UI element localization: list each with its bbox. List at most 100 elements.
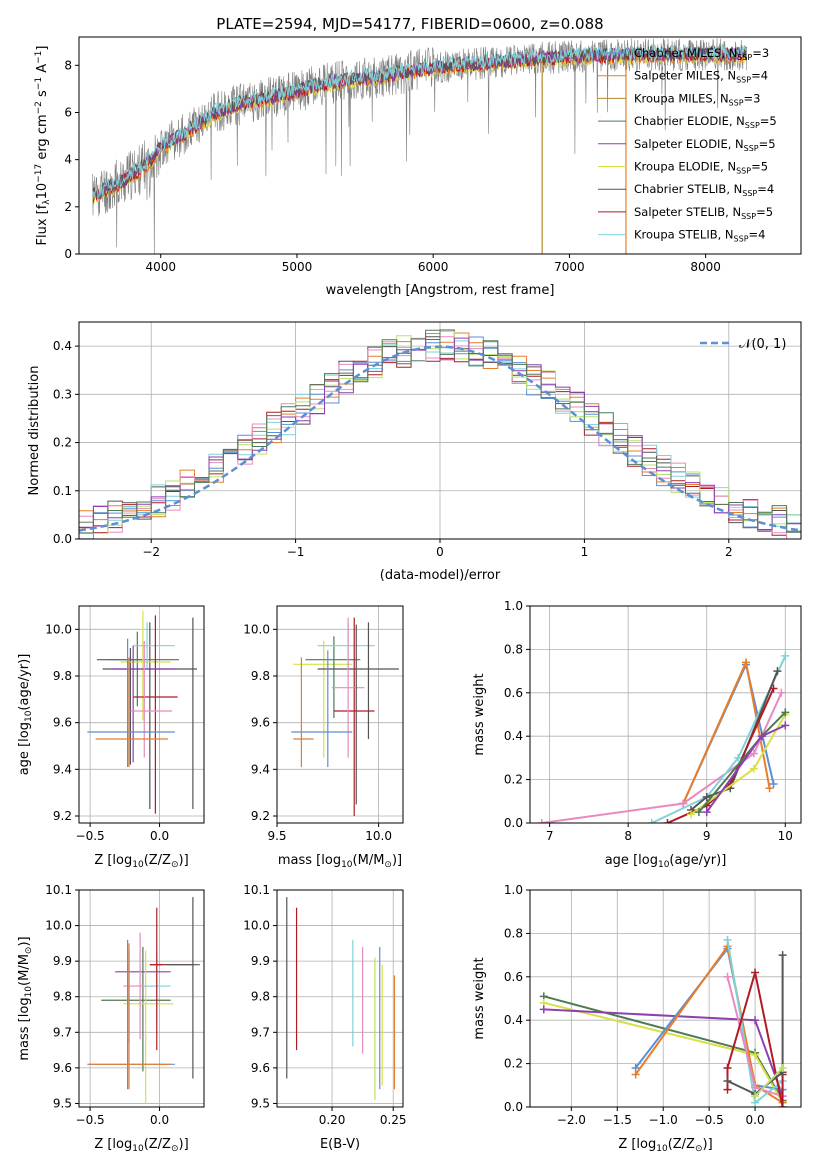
legend: 𝒩(0, 1) xyxy=(700,337,786,352)
plot-area xyxy=(530,606,801,823)
label-part: =4 xyxy=(751,69,768,83)
label-part: mass [log xyxy=(17,997,32,1060)
label-part: =5 xyxy=(756,205,773,219)
y-tick-label: 10.0 xyxy=(243,919,270,933)
x-tick-label: −0.5 xyxy=(76,829,105,843)
y-tick-label: 9.6 xyxy=(53,1061,72,1075)
series-marker xyxy=(723,1063,732,1072)
data-point xyxy=(293,657,314,767)
axes-frame xyxy=(529,889,802,1108)
x-axis-label: Z [log10(Z/Z⊙)] xyxy=(618,1137,712,1154)
series-marker xyxy=(647,819,656,823)
series-line xyxy=(705,724,786,813)
label-part: Chabrier ELODIE, N xyxy=(634,114,745,128)
label-part: Z [log xyxy=(618,1137,656,1152)
weight-series xyxy=(647,651,790,823)
label-part: Chabrier STELIB, N xyxy=(634,182,742,196)
y-tick-label: 9.5 xyxy=(251,1096,270,1110)
series-marker xyxy=(539,1005,548,1014)
x-tick-label: 2 xyxy=(725,545,733,559)
label-part: ⊙ xyxy=(24,947,34,955)
label-part: −2 xyxy=(34,101,44,114)
y-tick-label: 9.8 xyxy=(251,990,270,1004)
x-tick-label: −0.5 xyxy=(695,1113,724,1127)
y-tick-label: 0.0 xyxy=(504,816,523,830)
series-marker xyxy=(778,1103,787,1107)
y-tick-label: 0.3 xyxy=(53,387,72,401)
legend-entry: Salpeter ELODIE, NSSP=5 xyxy=(634,137,776,153)
x-axis-label: E(B-V) xyxy=(320,1137,360,1152)
series-marker xyxy=(769,779,778,788)
x-tick-label: 10 xyxy=(778,829,793,843)
axes-mass_vs_ebv: 0.20 0.25 9.5 9.6 9.7 9.8 9.9 10.0 10.1 E(B-V) xyxy=(243,883,406,1152)
label-part: Salpeter MILES, N xyxy=(634,69,736,83)
label-part: =3 xyxy=(752,46,769,60)
weight-series xyxy=(702,721,790,817)
y-tick-label: 0.4 xyxy=(53,339,72,353)
legend-entry: Kroupa ELODIE, NSSP=5 xyxy=(634,160,768,176)
axes-frame xyxy=(529,605,802,824)
y-tick-label: 9.4 xyxy=(251,762,270,776)
label-part: Flux [f xyxy=(35,204,50,245)
label-part: A xyxy=(35,64,50,77)
data-point xyxy=(123,950,174,1104)
y-tick-label: 0 xyxy=(64,247,72,261)
series-line xyxy=(754,1067,784,1097)
data-point xyxy=(88,943,171,1090)
y-tick-label: 0.8 xyxy=(504,642,523,656)
series-marker xyxy=(781,651,790,660)
label-part: Kroupa STELIB, N xyxy=(634,228,734,242)
series-marker xyxy=(769,684,778,693)
series-marker xyxy=(702,808,711,817)
y-tick-label: 9.6 xyxy=(251,1061,270,1075)
x-tick-label: 8000 xyxy=(690,260,721,274)
series-marker xyxy=(702,792,711,801)
label-part: −1 xyxy=(34,51,44,64)
y-tick-label: 0.0 xyxy=(504,1100,523,1114)
y-tick-label: 9.7 xyxy=(251,1025,270,1039)
series-marker xyxy=(751,1050,760,1059)
label-part: Kroupa ELODIE, N xyxy=(634,160,736,174)
series-marker xyxy=(723,1085,732,1094)
y-tick-label: 10.0 xyxy=(45,919,72,933)
label-part: =3 xyxy=(744,91,761,105)
axes-age_vs_mass: 9.5 10.0 9.2 9.4 9.6 9.8 10.0 mass [log10(M/M⊙)… xyxy=(243,605,404,870)
data-point xyxy=(291,650,353,767)
label-part: ⊙ xyxy=(171,860,179,870)
data-point xyxy=(133,622,175,669)
data-point xyxy=(87,939,175,1090)
label-part: λ xyxy=(42,199,52,205)
series-marker xyxy=(757,732,766,741)
label-part: =4 xyxy=(757,182,774,196)
data-point xyxy=(87,638,175,767)
label-part: Salpeter ELODIE, N xyxy=(634,137,744,151)
x-tick-label: 0.20 xyxy=(319,1113,346,1127)
y-tick-label: 9.6 xyxy=(53,716,72,730)
label-part: =5 xyxy=(759,137,776,151)
plot-area xyxy=(530,890,801,1107)
y-tick-label: 9.7 xyxy=(53,1025,72,1039)
legend-entry: Kroupa STELIB, NSSP=4 xyxy=(634,228,765,244)
plot-area xyxy=(79,322,801,539)
series-marker xyxy=(778,951,787,960)
label-part: −17 xyxy=(34,164,44,183)
label-part: age [log xyxy=(605,853,658,868)
series-line xyxy=(651,655,787,823)
chart-title: PLATE=2594, MJD=54177, FIBERID=0600, z=0… xyxy=(216,15,603,33)
y-axis-label: Flux [fλ10−17 erg cm−2 s−1 A−1] xyxy=(34,46,52,246)
axes-spectrum: 4000 5000 6000 7000 8000 0 2 4 6 8 wavelength [Ang… xyxy=(34,36,802,298)
x-tick-label: 9 xyxy=(703,829,711,843)
x-axis-label: wavelength [Angstrom, rest frame] xyxy=(326,283,555,298)
y-tick-label: 10.0 xyxy=(243,622,270,636)
label-part: ⊙ xyxy=(384,860,392,870)
axes-frame xyxy=(78,605,205,824)
axes-age_vs_Z: −0.5 0.09.29.49.69.810.0Z [log10(Z/Z⊙)]ag… xyxy=(17,605,205,870)
y-axis-label: age [log10(age/yr)] xyxy=(17,654,34,776)
series-marker xyxy=(537,819,546,823)
y-tick-label: 1.0 xyxy=(504,883,523,897)
series-marker xyxy=(723,935,732,944)
series-marker xyxy=(765,784,774,793)
label-part: 10 xyxy=(132,860,144,870)
data-point xyxy=(101,946,171,1072)
x-tick-label: 1 xyxy=(581,545,589,559)
